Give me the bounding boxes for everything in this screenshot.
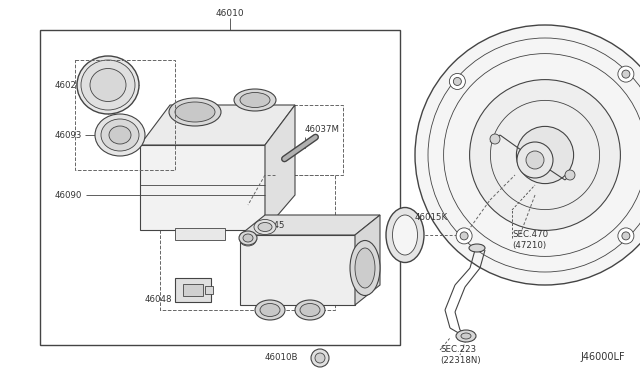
- Circle shape: [490, 134, 500, 144]
- Text: 46020: 46020: [55, 80, 83, 90]
- Ellipse shape: [260, 304, 280, 317]
- Bar: [175, 228, 225, 240]
- Circle shape: [456, 228, 472, 244]
- Bar: [183, 284, 203, 296]
- Polygon shape: [240, 215, 380, 235]
- Circle shape: [315, 353, 325, 363]
- Ellipse shape: [109, 126, 131, 144]
- Ellipse shape: [461, 333, 471, 339]
- Text: J46000LF: J46000LF: [580, 352, 625, 362]
- Text: 46048: 46048: [145, 295, 173, 305]
- Ellipse shape: [239, 231, 257, 245]
- Circle shape: [453, 77, 461, 86]
- Ellipse shape: [392, 215, 417, 255]
- Circle shape: [622, 70, 630, 78]
- Ellipse shape: [101, 119, 139, 151]
- Circle shape: [311, 349, 329, 367]
- Text: 46015K: 46015K: [415, 214, 448, 222]
- Ellipse shape: [81, 60, 135, 110]
- Ellipse shape: [355, 248, 375, 288]
- Ellipse shape: [386, 208, 424, 263]
- Circle shape: [618, 66, 634, 82]
- Circle shape: [526, 151, 544, 169]
- Ellipse shape: [95, 114, 145, 156]
- Ellipse shape: [258, 222, 272, 231]
- Polygon shape: [240, 235, 355, 305]
- Ellipse shape: [456, 330, 476, 342]
- Ellipse shape: [300, 304, 320, 317]
- Circle shape: [622, 232, 630, 240]
- Ellipse shape: [350, 241, 380, 295]
- Ellipse shape: [175, 102, 215, 122]
- Bar: [205, 286, 213, 294]
- Polygon shape: [140, 145, 265, 230]
- Bar: [40, 30, 400, 345]
- Bar: [175, 278, 211, 302]
- Ellipse shape: [90, 68, 126, 102]
- Circle shape: [460, 232, 468, 240]
- Text: SEC.470
(47210): SEC.470 (47210): [512, 230, 548, 250]
- Ellipse shape: [295, 300, 325, 320]
- Circle shape: [565, 170, 575, 180]
- Circle shape: [415, 25, 640, 285]
- Bar: [160, 175, 335, 310]
- Ellipse shape: [240, 234, 256, 246]
- Circle shape: [618, 228, 634, 244]
- Bar: [268, 105, 343, 175]
- Text: 46010B: 46010B: [265, 353, 298, 362]
- Ellipse shape: [240, 93, 270, 108]
- Ellipse shape: [77, 56, 139, 114]
- Text: 46090: 46090: [55, 190, 83, 199]
- Ellipse shape: [243, 234, 253, 242]
- Text: 46037M: 46037M: [305, 125, 340, 135]
- Circle shape: [517, 142, 553, 178]
- Circle shape: [470, 80, 620, 230]
- Polygon shape: [265, 105, 295, 230]
- Text: 46010: 46010: [216, 10, 244, 19]
- Circle shape: [449, 73, 465, 89]
- Ellipse shape: [254, 219, 276, 234]
- Text: SEC.223
(22318N): SEC.223 (22318N): [440, 345, 481, 365]
- Ellipse shape: [169, 98, 221, 126]
- Text: 46045: 46045: [258, 221, 285, 230]
- Polygon shape: [355, 215, 380, 305]
- Bar: [75, 60, 175, 170]
- Ellipse shape: [234, 89, 276, 111]
- Polygon shape: [140, 105, 295, 145]
- Circle shape: [516, 126, 573, 184]
- Ellipse shape: [469, 244, 485, 252]
- Text: 46093: 46093: [55, 131, 83, 140]
- Ellipse shape: [255, 300, 285, 320]
